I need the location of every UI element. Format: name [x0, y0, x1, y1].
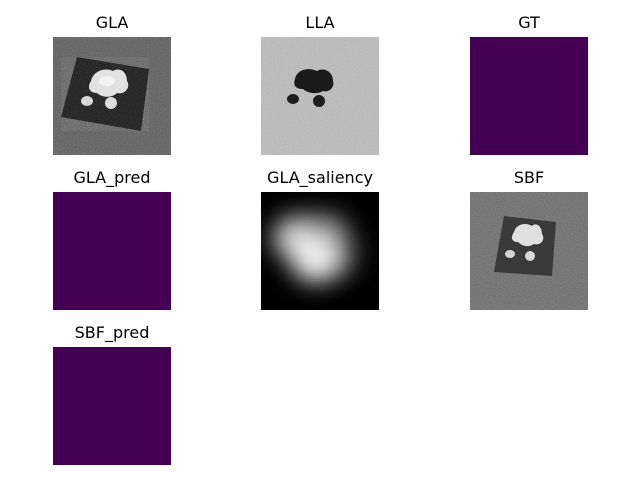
saliency-svg — [261, 192, 379, 310]
panel-title: SBF_pred — [74, 323, 150, 342]
gla-scan-svg — [53, 37, 171, 155]
panel-title: GLA — [95, 13, 129, 32]
sbf-image — [470, 192, 588, 310]
panel-title: SBF — [513, 168, 545, 187]
sbf-pred-mask — [53, 347, 171, 465]
panel-title: LLA — [305, 13, 335, 32]
gla-saliency-image — [261, 192, 379, 310]
sbf-scan-svg — [470, 192, 588, 310]
gla-pred-mask — [53, 192, 171, 310]
lla-image — [261, 37, 379, 155]
gla-image — [53, 37, 171, 155]
panel-title: GLA_pred — [73, 168, 151, 187]
gt-mask — [470, 37, 588, 155]
panel-title: GT — [518, 13, 540, 32]
panel-title: GLA_saliency — [267, 168, 373, 187]
lla-noise-svg — [261, 37, 379, 155]
